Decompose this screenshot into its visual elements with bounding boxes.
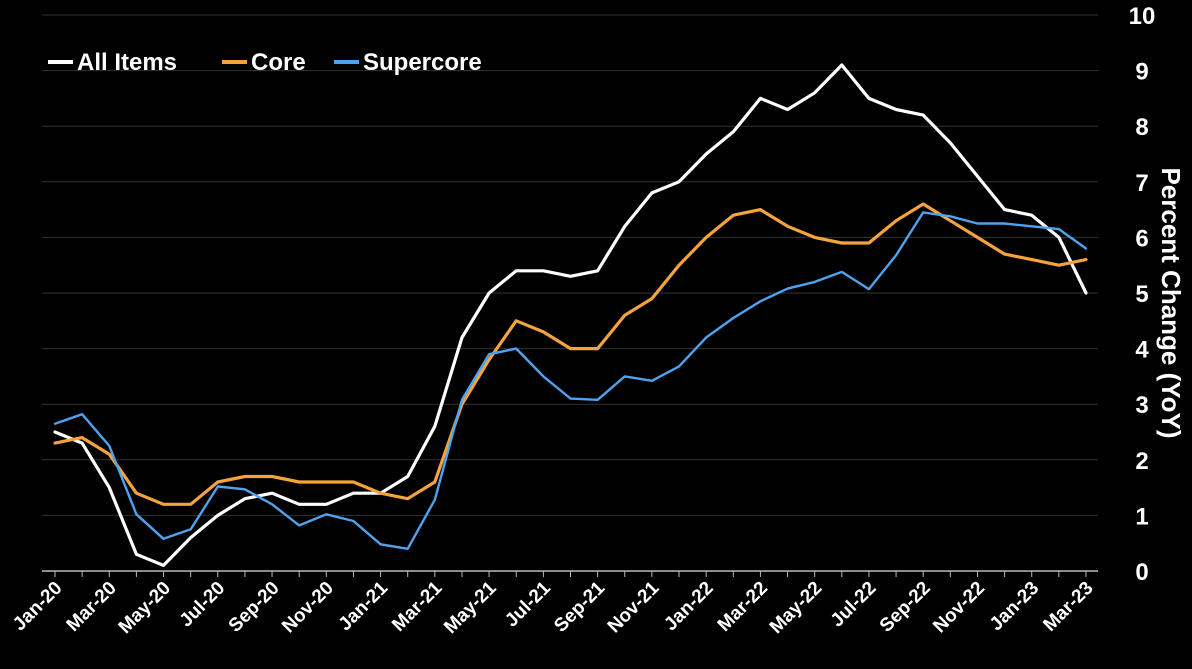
x-tick-label-Nov-22: Nov-22 [929,578,989,638]
series-line-supercore [53,211,1088,550]
x-tick-label-May-20: May-20 [115,578,175,638]
y-tick-label-8: 8 [1135,114,1148,141]
y-tick-label-5: 5 [1135,281,1148,308]
x-tick-label-Jan-21: Jan-21 [335,577,393,635]
y-tick-label-4: 4 [1135,337,1149,364]
x-tick-label-Jan-20: Jan-20 [9,578,66,635]
y-axis-title: Percent Change (YoY) [1156,167,1186,438]
x-tick-label-Nov-21: Nov-21 [604,577,664,637]
x-tick-label-Jul-20: Jul-20 [176,578,230,632]
legend-label-core: Core [251,49,306,76]
x-tick-label-Jan-23: Jan-23 [986,578,1043,635]
series-line-core [53,202,1088,506]
x-tick-label-Mar-20: Mar-20 [63,578,121,636]
y-axis-ticks: 0 1 2 3 4 5 6 7 8 9 10 [1129,3,1156,586]
legend: All Items Core Supercore [48,49,482,76]
x-tick-label-Mar-21: Mar-21 [388,577,446,635]
y-tick-label-0: 0 [1135,559,1148,586]
x-tick-label-Jul-21: Jul-21 [501,577,555,631]
x-tick-label-Sep-20: Sep-20 [225,578,284,637]
y-tick-label-2: 2 [1135,448,1148,475]
x-tick-label-Jan-22: Jan-22 [660,578,717,635]
y-tick-label-10: 10 [1129,3,1156,30]
x-tick-label-Nov-20: Nov-20 [278,578,338,638]
legend-label-all-items: All Items [77,49,177,76]
y-tick-label-3: 3 [1135,392,1148,419]
series-lines [53,63,1088,567]
x-tick-label-Jul-22: Jul-22 [827,578,881,632]
grid-lines [42,14,1098,516]
y-tick-label-6: 6 [1135,225,1148,252]
x-tick-label-May-21: May-21 [440,577,501,638]
x-tick-label-Mar-23: Mar-23 [1039,578,1097,636]
x-tick-label-Sep-22: Sep-22 [876,578,935,637]
x-tick-label-May-22: May-22 [766,578,826,638]
y-tick-label-7: 7 [1135,170,1148,197]
y-tick-label-1: 1 [1135,503,1148,530]
x-tick-label-Sep-21: Sep-21 [550,577,609,636]
series-line-all-items [53,63,1088,567]
legend-label-supercore: Supercore [363,49,482,76]
x-tick-label-Mar-22: Mar-22 [714,578,772,636]
y-tick-label-9: 9 [1135,59,1148,86]
